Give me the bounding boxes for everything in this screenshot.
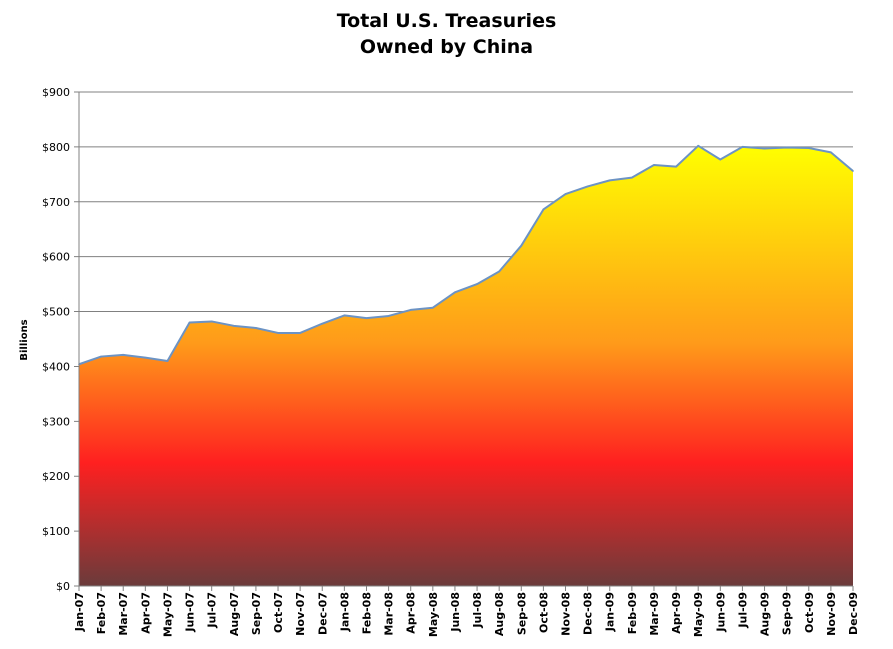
x-tick-label: May-07 [161,592,174,637]
data-point [476,283,478,285]
y-tick-label: $500 [42,306,70,319]
data-point [277,332,279,334]
y-tick-label: $200 [42,470,70,483]
data-point [498,270,500,273]
x-tick-label: Aug-08 [493,592,506,636]
x-tick-label: Feb-08 [360,592,373,634]
x-tick-label: Mar-07 [117,592,130,636]
x-tick-label: Jun-08 [449,592,462,633]
data-point [807,147,810,149]
data-point [233,325,235,327]
data-point [188,321,191,324]
x-tick-label: Nov-08 [560,592,573,636]
data-point [365,317,368,319]
x-tick-label: Nov-09 [825,592,838,636]
x-tick-label: Dec-08 [582,592,595,635]
data-point [631,176,633,179]
x-tick-label: Oct-08 [537,592,550,633]
data-point [653,164,655,166]
series-area [78,144,854,587]
y-tick-label: $600 [42,251,70,264]
x-tick-label: Apr-08 [405,592,418,634]
data-point [542,208,545,211]
x-tick-label: Jan-09 [604,592,617,632]
data-point [432,306,434,309]
data-point [564,193,567,195]
y-tick-label: $300 [42,415,70,428]
x-tick-label: May-08 [427,592,440,637]
data-point [586,185,589,188]
data-point [166,360,169,362]
y-axis-label: Billions [19,319,30,360]
data-point [763,147,766,150]
y-tick-label: $0 [56,580,70,593]
x-tick-label: Sep-07 [250,592,263,635]
x-tick-label: Mar-09 [648,592,661,636]
y-tick-label: $800 [42,141,70,154]
y-tick-label: $900 [42,86,70,99]
x-tick-label: Feb-09 [626,592,639,634]
x-axis-ticks: Jan-07 Feb-07 Mar-07 Apr-07 May-07 Jun-07 Jul-… [73,586,860,637]
x-tick-label: Jul-09 [736,592,749,629]
x-tick-label: Jul-08 [471,592,484,629]
x-tick-label: Aug-07 [228,592,241,636]
data-point [100,355,102,358]
chart-title-line-1: Total U.S. Treasuries [336,10,557,32]
y-tick-label: $700 [42,196,70,209]
x-tick-label: Sep-08 [515,592,528,635]
data-point [122,354,125,356]
x-tick-label: Jun-07 [184,592,197,633]
chart-title-line-2: Owned by China [359,36,534,58]
data-point [608,179,611,182]
data-point [741,146,744,148]
data-point [343,314,346,317]
x-tick-label: Jun-09 [714,592,727,633]
data-point [409,309,412,311]
x-tick-label: Aug-09 [759,592,772,636]
x-tick-label: Feb-07 [95,592,108,634]
data-point [675,165,677,168]
x-tick-label: Apr-09 [670,592,683,634]
data-point [697,144,699,147]
area-fill [79,145,853,587]
data-point [387,315,390,317]
x-tick-label: Jan-08 [338,592,351,632]
x-tick-label: Mar-08 [383,592,396,636]
x-tick-label: Dec-07 [316,592,329,635]
data-point [520,244,523,247]
data-point [785,146,788,149]
data-point [454,291,456,294]
y-tick-label: $400 [42,360,70,373]
data-point [321,322,324,325]
y-tick-label: $100 [42,525,70,538]
x-tick-label: Jan-07 [73,592,86,632]
axes [78,92,853,587]
x-tick-label: Sep-09 [781,592,794,635]
data-point [719,158,722,161]
x-tick-label: Nov-07 [294,592,307,636]
data-point [255,327,257,329]
series-line [78,144,854,366]
y-axis-ticks: $0 $100 $200 $300 $400 $500 $600 $700 $800 $900 [42,86,70,593]
x-tick-label: Oct-07 [272,592,285,633]
x-tick-label: Apr-07 [139,592,152,634]
x-tick-label: Jul-07 [206,592,219,629]
data-point [852,170,854,172]
data-point [299,332,301,334]
data-point [144,356,147,359]
x-tick-label: Dec-09 [847,592,860,635]
chart-title: Total U.S. Treasuries Owned by China [0,8,893,60]
data-point [210,320,213,323]
x-tick-label: Oct-09 [803,592,816,633]
data-point [830,151,832,154]
x-tick-label: May-09 [692,592,705,637]
